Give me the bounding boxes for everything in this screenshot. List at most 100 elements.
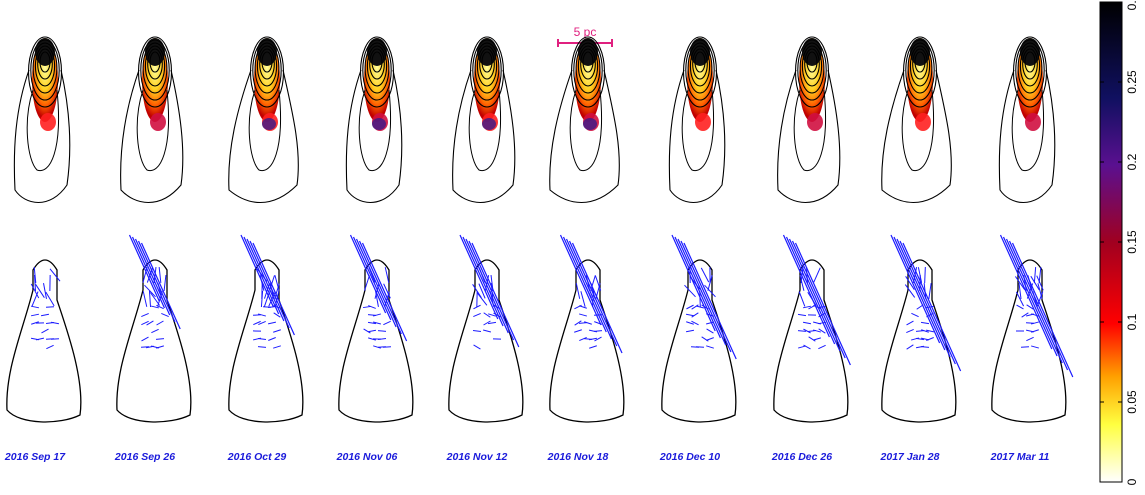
- evpa: [1038, 266, 1042, 284]
- contour: [371, 51, 383, 73]
- contour: [136, 89, 170, 172]
- evpa: [148, 290, 152, 308]
- panel: 2016 Nov 18: [547, 36, 625, 463]
- evpa-long: [559, 234, 602, 326]
- contour: [668, 69, 726, 203]
- contour: [39, 51, 51, 73]
- evpa: [1031, 321, 1039, 325]
- contour: [1015, 39, 1045, 101]
- evpa: [363, 328, 371, 334]
- contour: [1017, 42, 1043, 94]
- evpa: [707, 275, 713, 291]
- evpa: [813, 337, 821, 341]
- evpa-long: [674, 236, 721, 339]
- evpa: [813, 267, 821, 283]
- evpa: [594, 275, 602, 291]
- colorbar-label: 0.25: [1125, 70, 1139, 94]
- evpa: [141, 320, 149, 326]
- evpa: [473, 312, 481, 318]
- evpa-long: [1008, 240, 1069, 371]
- evpa: [699, 290, 701, 308]
- outline: [338, 259, 414, 423]
- evpa: [575, 283, 581, 299]
- evpa: [156, 304, 164, 310]
- contour: [689, 45, 711, 87]
- evpa: [704, 284, 716, 298]
- evpa: [377, 330, 387, 332]
- contour: [34, 45, 56, 87]
- contour: [1022, 48, 1038, 80]
- contour: [582, 51, 594, 73]
- epoch-label: 2016 Nov 06: [336, 451, 398, 463]
- evpa: [30, 283, 40, 299]
- evpa-long: [137, 240, 176, 323]
- evpa: [273, 329, 281, 333]
- evpa-long: [128, 234, 160, 302]
- evpa: [705, 321, 715, 325]
- evpa-long: [565, 238, 613, 340]
- evpa-long: [358, 240, 402, 335]
- contour: [881, 69, 952, 204]
- evpa: [35, 337, 45, 341]
- evpa: [141, 336, 149, 342]
- evpa: [813, 329, 821, 333]
- evpa: [384, 267, 390, 283]
- epoch-label: 2017 Mar 11: [990, 451, 1050, 463]
- contour: [806, 51, 818, 73]
- contour: [907, 42, 933, 94]
- contour: [345, 69, 403, 203]
- evpa: [383, 320, 391, 326]
- colorbar-label: 0.3: [1125, 0, 1139, 10]
- evpa: [700, 267, 710, 283]
- pol-blob: [807, 113, 823, 131]
- contour: [575, 42, 601, 94]
- contour: [30, 39, 60, 101]
- evpa: [1018, 283, 1022, 299]
- contour: [912, 48, 928, 80]
- panel: 2016 Nov 06: [336, 36, 414, 463]
- evpa: [46, 344, 54, 350]
- evpa: [928, 283, 932, 299]
- outline: [549, 259, 625, 423]
- evpa: [806, 266, 808, 284]
- evpa-long: [899, 240, 956, 365]
- evpa: [920, 321, 930, 325]
- panel: 2016 Dec 10: [659, 36, 737, 463]
- evpa: [818, 328, 826, 334]
- evpa: [163, 274, 167, 292]
- evpa: [50, 321, 60, 325]
- evpa: [478, 283, 486, 299]
- evpa: [920, 346, 930, 348]
- colorbar-label: 0: [1125, 478, 1139, 485]
- evpa-long: [562, 236, 607, 333]
- evpa: [150, 305, 160, 309]
- panels: 2016 Sep 17 2016 Sep 26 2016 Oct 29 2016 No…: [4, 36, 1074, 463]
- panel: 2016 Oct 29: [227, 36, 304, 463]
- evpa: [1026, 336, 1034, 342]
- contour: [452, 69, 516, 203]
- evpa-long: [462, 236, 504, 327]
- pol-blob: [150, 113, 166, 131]
- evpa-long: [785, 236, 836, 345]
- contour: [140, 39, 170, 101]
- epoch-label: 2016 Sep 26: [114, 451, 175, 463]
- evpa: [373, 313, 381, 317]
- evpa: [364, 275, 370, 291]
- evpa: [493, 312, 501, 318]
- pol-blob: [372, 118, 386, 130]
- contour: [573, 39, 603, 101]
- evpa: [482, 329, 492, 333]
- evpa: [685, 329, 695, 333]
- evpa: [144, 284, 156, 298]
- evpa: [579, 313, 587, 317]
- evpa: [269, 275, 275, 291]
- contour: [681, 89, 715, 172]
- evpa: [685, 313, 695, 317]
- evpa: [1036, 275, 1044, 291]
- evpa: [921, 329, 929, 333]
- evpa: [476, 292, 488, 306]
- contour: [369, 48, 385, 80]
- evpa-long: [465, 238, 509, 334]
- evpa-long: [782, 234, 830, 338]
- evpa-long: [902, 242, 962, 372]
